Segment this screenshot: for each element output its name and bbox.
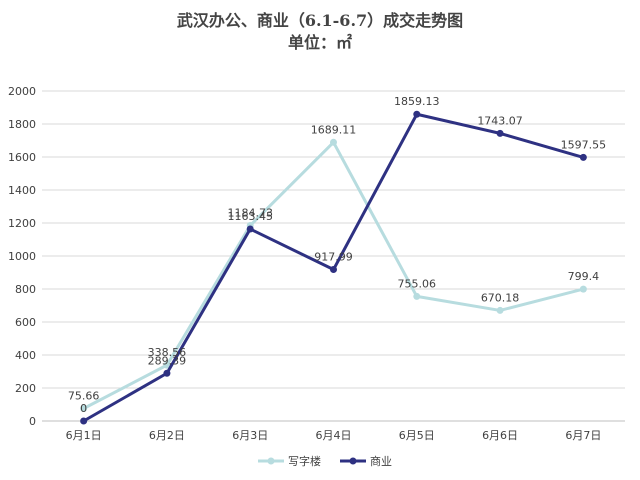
y-tick-label: 200: [15, 382, 36, 395]
data-label: 917.99: [314, 251, 353, 264]
data-point: [163, 369, 171, 377]
y-tick-label: 1200: [8, 217, 36, 230]
data-label: 755.06: [398, 277, 437, 290]
x-tick-label: 6月2日: [149, 429, 185, 442]
x-tick-label: 6月3日: [232, 429, 268, 442]
data-labels: 75.66 338.56 1184.73 1689.11 755.06 670.18 799…: [68, 95, 606, 415]
legend-swatch-marker: [267, 457, 275, 465]
data-label: 1859.13: [394, 95, 440, 108]
y-tick-label: 0: [29, 415, 36, 428]
data-point: [80, 405, 88, 413]
data-label: 670.18: [481, 291, 520, 304]
legend-label: 商业: [370, 454, 392, 468]
series-line-1: [82, 140, 585, 411]
data-point: [330, 138, 337, 146]
data-label: 338.56: [148, 346, 187, 359]
data-label: 0: [80, 402, 87, 415]
data-label: 289.39: [148, 354, 187, 367]
legend: 写字楼 商业: [258, 454, 392, 468]
x-tick-label: 6月6日: [482, 429, 518, 442]
y-tick-label: 1400: [8, 184, 36, 197]
data-label: 1689.11: [311, 123, 357, 136]
series-lines: [80, 110, 587, 425]
y-tick-label: 1000: [8, 250, 36, 263]
y-tick-label: 600: [15, 316, 36, 329]
legend-swatch-marker: [349, 457, 357, 465]
x-tick-label: 6月7日: [565, 429, 601, 442]
y-tick-label: 1800: [8, 118, 36, 131]
x-tick-label: 6月1日: [66, 429, 102, 442]
data-label: 1597.55: [561, 138, 607, 151]
y-tick-label: 2000: [8, 85, 36, 98]
data-label: 1163.45: [227, 210, 273, 223]
data-point: [496, 129, 504, 137]
x-axis: 6月1日 6月2日 6月3日 6月4日 6月5日 6月6日 6月7日: [66, 429, 602, 442]
data-point: [163, 361, 171, 369]
data-label: 1743.07: [477, 114, 523, 127]
chart-subtitle: 单位：㎡: [288, 33, 352, 52]
y-tick-label: 400: [15, 349, 36, 362]
data-point: [496, 306, 504, 314]
y-axis: 0 200 400 600 800 1000 1200 1400 1600 1800 2000: [8, 85, 36, 428]
data-point: [80, 417, 88, 425]
data-label: 75.66: [68, 390, 100, 403]
x-tick-label: 6月5日: [399, 429, 435, 442]
data-label: 799.4: [568, 270, 600, 283]
data-point: [413, 292, 421, 300]
data-point: [413, 110, 421, 118]
data-point: [579, 153, 587, 161]
y-tick-label: 1600: [8, 151, 36, 164]
x-tick-label: 6月4日: [316, 429, 352, 442]
chart-title: 武汉办公、商业（6.1-6.7）成交走势图: [177, 11, 463, 30]
legend-label: 写字楼: [288, 454, 321, 468]
data-label: 1184.73: [227, 207, 273, 220]
data-point: [579, 285, 587, 293]
data-point: [246, 225, 254, 233]
y-tick-label: 800: [15, 283, 36, 296]
data-point: [330, 266, 337, 274]
